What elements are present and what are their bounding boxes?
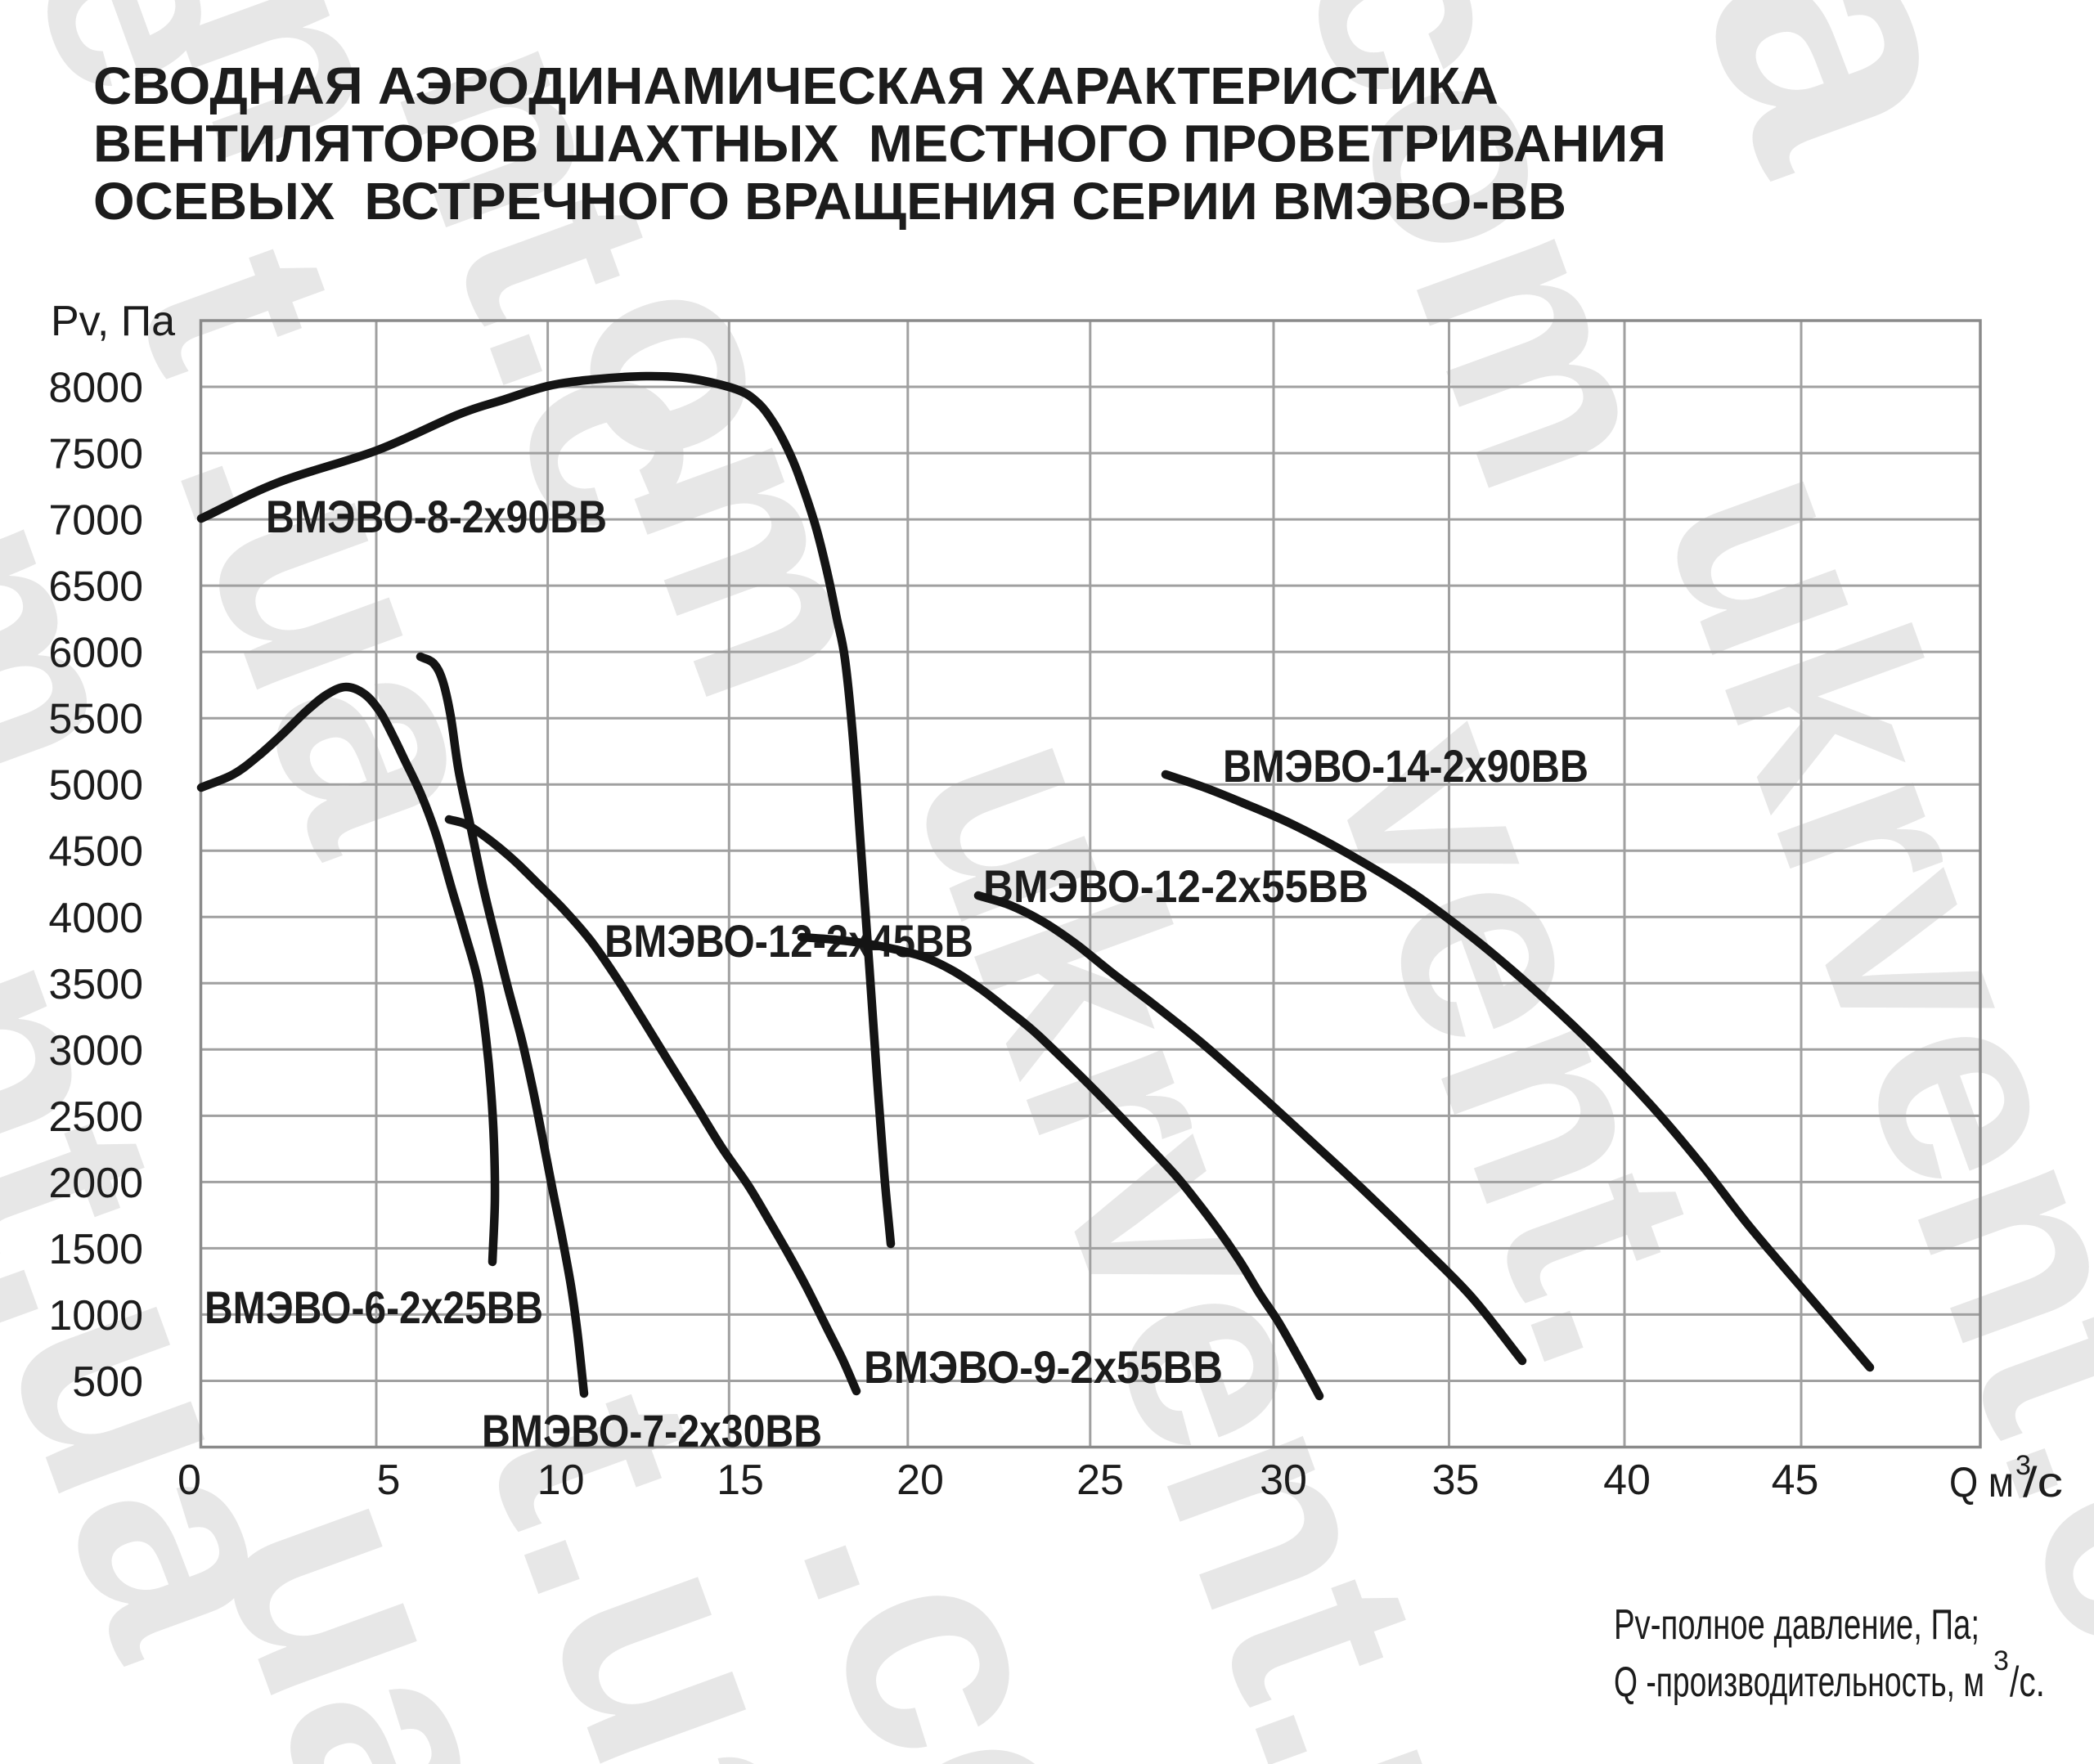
svg-text:ВМЭВО-8-2х90ВВ: ВМЭВО-8-2х90ВВ xyxy=(266,491,607,542)
svg-text:3000: 3000 xyxy=(48,1027,143,1075)
svg-text:ОСЕВЫХ ВСТРЕЧНОГО ВРАЩЕНИЯ СЕ: ОСЕВЫХ ВСТРЕЧНОГО ВРАЩЕНИЯ СЕРИИ ВМЭВО-В… xyxy=(93,172,1566,231)
svg-text:10: 10 xyxy=(537,1457,585,1504)
svg-text:3: 3 xyxy=(1993,1645,2009,1676)
svg-text:8000: 8000 xyxy=(48,365,143,412)
svg-text:4000: 4000 xyxy=(48,895,143,942)
svg-text:20: 20 xyxy=(896,1457,944,1504)
svg-text:3: 3 xyxy=(2015,1450,2031,1481)
svg-text:5: 5 xyxy=(377,1457,401,1504)
svg-text:0: 0 xyxy=(177,1457,201,1504)
svg-text:ВЕНТИЛЯТОРОВ ШАХТНЫХ МЕСТНОГО: ВЕНТИЛЯТОРОВ ШАХТНЫХ МЕСТНОГО ПРОВЕТРИВА… xyxy=(93,114,1666,173)
svg-text:2000: 2000 xyxy=(48,1160,143,1207)
svg-text:2500: 2500 xyxy=(48,1093,143,1141)
svg-text:5500: 5500 xyxy=(48,696,143,743)
svg-text:1000: 1000 xyxy=(48,1292,143,1340)
svg-text:Q -производительность, м: Q -производительность, м xyxy=(1614,1659,1984,1706)
svg-text:6500: 6500 xyxy=(48,563,143,611)
svg-text:15: 15 xyxy=(717,1457,764,1504)
svg-text:Pv-полное давление, Па;: Pv-полное давление, Па; xyxy=(1614,1601,1979,1649)
svg-text:5000: 5000 xyxy=(48,762,143,810)
svg-text:ВМЭВО-12-2х55ВВ: ВМЭВО-12-2х55ВВ xyxy=(983,860,1368,912)
svg-text:4500: 4500 xyxy=(48,828,143,876)
svg-text:ВМЭВО-9-2х55ВВ: ВМЭВО-9-2х55ВВ xyxy=(864,1341,1223,1393)
svg-text:ВМЭВО-12-2х45ВВ: ВМЭВО-12-2х45ВВ xyxy=(604,915,973,967)
svg-text:Q м: Q м xyxy=(1949,1459,2014,1506)
svg-text:45: 45 xyxy=(1772,1457,1819,1504)
svg-text:3500: 3500 xyxy=(48,961,143,1008)
svg-text:35: 35 xyxy=(1432,1457,1480,1504)
svg-text:ВМЭВО-7-2х30ВВ: ВМЭВО-7-2х30ВВ xyxy=(482,1405,822,1457)
svg-text:25: 25 xyxy=(1076,1457,1124,1504)
svg-text:ВМЭВО-6-2х25ВВ: ВМЭВО-6-2х25ВВ xyxy=(204,1281,543,1333)
svg-text:6000: 6000 xyxy=(48,630,143,677)
svg-text:7500: 7500 xyxy=(48,431,143,478)
svg-text:1500: 1500 xyxy=(48,1226,143,1273)
svg-text:40: 40 xyxy=(1603,1457,1651,1504)
svg-text:СВОДНАЯ АЭРОДИНАМИЧЕСКАЯ ХАРАК: СВОДНАЯ АЭРОДИНАМИЧЕСКАЯ ХАРАКТЕРИСТИКА xyxy=(93,56,1499,115)
svg-text:a: a xyxy=(1630,0,2067,209)
svg-text:/с: /с xyxy=(2023,1459,2063,1506)
svg-text:7000: 7000 xyxy=(48,497,143,545)
svg-text:30: 30 xyxy=(1260,1457,1307,1504)
svg-text:/с.: /с. xyxy=(2010,1659,2045,1706)
svg-text:ВМЭВО-14-2х90ВВ: ВМЭВО-14-2х90ВВ xyxy=(1223,740,1588,792)
svg-text:500: 500 xyxy=(72,1358,143,1406)
svg-text:Pv, Па: Pv, Па xyxy=(51,298,175,345)
